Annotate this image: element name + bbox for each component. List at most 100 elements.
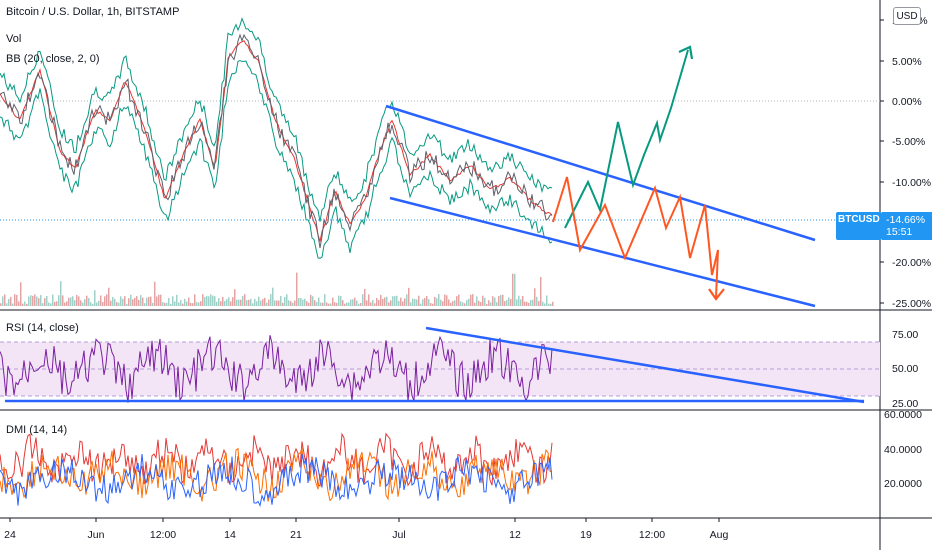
rsi-trendline[interactable] — [425, 326, 865, 404]
main-title[interactable]: Bitcoin / U.S. Dollar, 1h, BITSTAMP — [6, 6, 180, 18]
volume-bar — [486, 303, 488, 306]
volume-bar — [370, 302, 372, 306]
red-projection-path[interactable] — [552, 176, 719, 299]
volume-bar — [106, 294, 108, 306]
volume-bar — [538, 301, 540, 306]
volume-bar — [236, 299, 238, 306]
volume-bar — [444, 294, 446, 306]
volume-bar — [508, 297, 510, 306]
volume-bar — [214, 296, 216, 306]
time-axis-tick: Jul — [392, 529, 405, 541]
volume-bar — [294, 300, 296, 306]
volume-bar — [310, 294, 312, 306]
dmi-minus-line — [0, 453, 553, 508]
volume-bar — [118, 302, 120, 306]
dmi-axis-tick: 40.0000 — [884, 444, 922, 456]
channel-upper-line[interactable] — [385, 104, 816, 242]
volume-bar — [320, 302, 322, 306]
volume-bar — [30, 295, 32, 306]
volume-bar — [498, 296, 500, 306]
volume-bar — [288, 300, 290, 306]
volume-bar — [128, 298, 130, 306]
time-axis-tick: 14 — [224, 529, 236, 541]
volume-bar — [548, 303, 550, 306]
volume-bar — [542, 301, 544, 306]
volume-bar — [352, 299, 354, 306]
volume-bar — [348, 302, 350, 306]
volume-bar — [16, 294, 18, 306]
volume-bar — [266, 302, 268, 306]
volume-bar — [528, 302, 530, 306]
volume-bar — [462, 302, 464, 306]
volume-bar — [502, 294, 504, 306]
volume-bar — [268, 299, 270, 306]
volume-bar — [388, 302, 390, 306]
time-axis-tick: 12 — [509, 529, 521, 541]
volume-bar — [394, 296, 396, 306]
volume-bar — [166, 302, 168, 306]
volume-bar — [334, 302, 336, 306]
volume-bar — [350, 299, 352, 306]
volume-bar — [516, 299, 518, 306]
rsi-line — [0, 335, 553, 403]
volume-bar — [544, 303, 546, 306]
volume-bar — [86, 295, 88, 306]
volume-bar — [522, 295, 524, 306]
green-projection-path[interactable] — [564, 49, 689, 229]
volume-bar — [300, 298, 302, 306]
volume-bar — [398, 300, 400, 306]
volume-bar — [484, 297, 486, 306]
volume-bar — [98, 300, 100, 306]
volume-bar — [496, 302, 498, 306]
volume-bar — [154, 281, 156, 306]
volume-bar — [500, 294, 502, 306]
volume-bar — [478, 300, 480, 306]
volume-bar — [22, 303, 24, 306]
volume-bar — [358, 303, 360, 306]
volume-bar — [108, 287, 110, 306]
volume-bar — [112, 297, 114, 306]
volume-bar — [148, 296, 150, 306]
volume-bar — [14, 294, 16, 306]
volume-bar — [260, 300, 262, 306]
volume-bar — [546, 295, 548, 306]
volume-bar — [198, 302, 200, 306]
rsi-legend[interactable]: RSI (14, close) — [6, 322, 79, 334]
red-arrowhead — [708, 288, 725, 301]
volume-bar — [102, 301, 104, 306]
volume-bar — [464, 303, 466, 306]
volume-bar — [140, 295, 142, 306]
volume-bar — [66, 301, 68, 306]
volume-bar — [124, 296, 126, 306]
volume-bar — [426, 296, 428, 306]
volume-bar — [150, 296, 152, 306]
volume-bar — [218, 298, 220, 306]
volume-bar — [152, 302, 154, 306]
volume-bar — [178, 302, 180, 306]
bb-legend[interactable]: BB (20, close, 2, 0) — [6, 53, 100, 65]
volume-bar — [514, 273, 516, 306]
bollinger-bands — [0, 17, 553, 259]
volume-bar — [210, 294, 212, 306]
channel-lower-line[interactable] — [389, 196, 816, 308]
dmi-legend[interactable]: DMI (14, 14) — [6, 424, 68, 436]
volume-bar — [120, 296, 122, 306]
volume-bar — [416, 299, 418, 306]
price-axis-tick: -5.00% — [892, 136, 925, 148]
volume-bar — [212, 295, 214, 306]
volume-bar — [552, 301, 554, 306]
volume-bar — [240, 299, 242, 306]
volume-bar — [452, 301, 454, 306]
volume-bar — [278, 300, 280, 306]
volume-bar — [238, 299, 240, 306]
volume-bar — [340, 296, 342, 306]
vol-legend[interactable]: Vol — [6, 33, 22, 45]
symbol-label: BTCUSD — [838, 214, 880, 225]
volume-bar — [4, 294, 6, 306]
volume-bar — [506, 300, 508, 306]
currency-button[interactable]: USD — [893, 7, 921, 25]
rsi-band — [0, 342, 880, 396]
volume-bar — [114, 298, 116, 306]
volume-bar — [216, 301, 218, 306]
